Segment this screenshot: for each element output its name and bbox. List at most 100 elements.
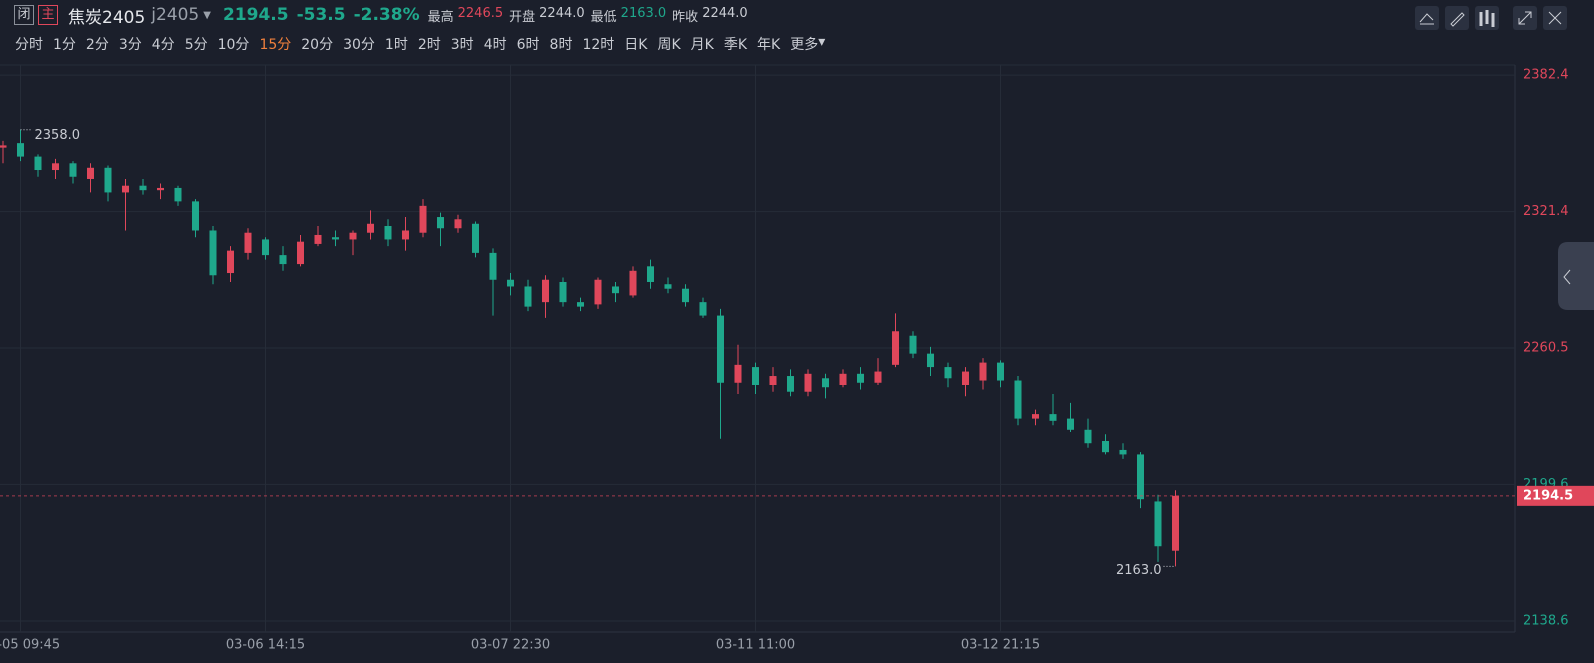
x-tick-label: 03-11 11:00	[716, 638, 795, 653]
candle-body	[122, 185, 129, 193]
period-tab[interactable]: 更多	[790, 37, 819, 53]
candle-body	[34, 156, 42, 171]
candle-body	[69, 163, 77, 177]
candle-body	[507, 279, 514, 287]
candle-body	[279, 255, 287, 265]
candle-body	[174, 187, 182, 202]
candle-body	[1119, 449, 1127, 455]
stat-value: 2244.0	[702, 5, 748, 21]
period-tab[interactable]: 15分	[259, 37, 292, 53]
candle-body	[524, 286, 532, 307]
period-tab[interactable]: 5分	[184, 37, 208, 53]
main-tag: 主	[38, 5, 58, 25]
icon-glyph	[1518, 11, 1532, 25]
x-tick-label: 03-12 21:15	[961, 638, 1040, 653]
candle-body	[647, 266, 654, 282]
more-arrow[interactable]: ▾	[818, 34, 826, 50]
candle-body	[682, 288, 689, 303]
candle-body	[909, 335, 917, 354]
period-tab[interactable]: 3时	[450, 37, 474, 53]
candle-body	[962, 371, 969, 386]
candle-body	[874, 371, 882, 383]
period-tab[interactable]: 2分	[85, 37, 109, 53]
last-price-tag	[1517, 485, 1594, 506]
period-tab[interactable]: 20分	[301, 37, 334, 53]
period-tab[interactable]: 4时	[483, 37, 507, 53]
candle-body	[944, 367, 952, 379]
high-label: 2358.0	[35, 128, 81, 143]
period-tab[interactable]: 1分	[53, 37, 76, 53]
candle-body	[577, 302, 584, 307]
period-tab[interactable]: 2时	[417, 37, 441, 53]
candle-body	[542, 279, 549, 303]
symbol-name: 焦炭2405	[68, 7, 146, 28]
candle-body	[314, 234, 322, 244]
y-tick-label: 2138.6	[1523, 614, 1569, 629]
symbol-code[interactable]: j2405	[151, 5, 200, 25]
candle-body	[332, 237, 339, 240]
candle-body	[1067, 418, 1074, 430]
candle-body	[157, 187, 164, 191]
candle-body	[997, 362, 1004, 381]
period-tab[interactable]: 周K	[657, 37, 681, 53]
candle-body	[297, 241, 304, 265]
side-handle[interactable]	[1558, 242, 1594, 310]
period-tab[interactable]: 年K	[757, 37, 781, 53]
candle-body	[804, 373, 812, 392]
candle-body	[104, 167, 112, 193]
stat-label: 开盘	[509, 9, 536, 25]
period-tab[interactable]: 月K	[690, 37, 714, 53]
candle-body	[489, 252, 497, 280]
stat-value: 2246.5	[457, 5, 504, 21]
x-tick-label: 03-07 22:30	[471, 638, 550, 653]
candle-body	[17, 143, 24, 157]
candle-body	[402, 230, 409, 240]
stat-value: 2244.0	[539, 5, 585, 21]
candle-body	[612, 286, 619, 294]
icon-glyph	[1450, 12, 1465, 27]
candle-body	[594, 279, 602, 305]
candle-body	[454, 219, 462, 229]
stats: 最高 2246.5 开盘 2244.0 最低 2163.0 昨收 2244.0	[428, 6, 754, 25]
stat-label: 昨收	[672, 9, 699, 25]
change-pct: -2.38%	[353, 5, 420, 25]
period-tab[interactable]: 4分	[151, 37, 175, 53]
period-tab[interactable]: 日K	[624, 37, 648, 53]
side-handle-arrow	[1563, 269, 1571, 285]
icon-indicator[interactable]	[1415, 6, 1439, 30]
y-tick-label: 2321.4	[1523, 204, 1569, 219]
candle-body	[1172, 495, 1179, 551]
candle-body	[419, 205, 427, 233]
candle-body	[367, 223, 374, 233]
period-tab[interactable]: 30分	[343, 37, 375, 53]
code-dropdown[interactable]: ▼	[203, 9, 211, 21]
candle-body	[0, 145, 7, 148]
period-tab[interactable]: 1时	[384, 37, 408, 53]
period-tab[interactable]: 12时	[582, 37, 615, 53]
candle-body	[629, 270, 637, 296]
candle-body	[262, 239, 269, 256]
period-tabs: 分时 1分 2分 3分 4分 5分 10分 15分 20分 30分 1时 2时 3时 4时 6时 8时 12时日…	[15, 34, 835, 54]
icon-glyph	[1548, 11, 1562, 25]
candle-body	[52, 163, 59, 171]
period-tab[interactable]: 分时	[15, 37, 43, 53]
icon-glyph	[1419, 13, 1434, 25]
period-tab[interactable]: 10分	[217, 37, 250, 53]
candle-body	[209, 230, 217, 276]
candle-body	[139, 185, 147, 191]
period-tab[interactable]: 3分	[118, 37, 142, 53]
stat-value: 2163.0	[620, 5, 667, 21]
period-tab[interactable]: 季K	[723, 37, 748, 53]
candle-body	[857, 373, 864, 383]
candle-body	[769, 376, 777, 386]
candle-body	[437, 217, 444, 229]
candle-body	[1014, 380, 1022, 419]
candle-body	[192, 201, 199, 231]
period-tab[interactable]: 8时	[549, 37, 573, 53]
icon-glyph	[1479, 10, 1495, 27]
quote-header: 闭 主 焦炭2405 j2405 ▼ 2194.5 -53.5 -2.38% 最…	[14, 4, 754, 28]
period-tab[interactable]: 6时	[516, 37, 540, 53]
toolbar-icons[interactable]	[1415, 6, 1567, 30]
